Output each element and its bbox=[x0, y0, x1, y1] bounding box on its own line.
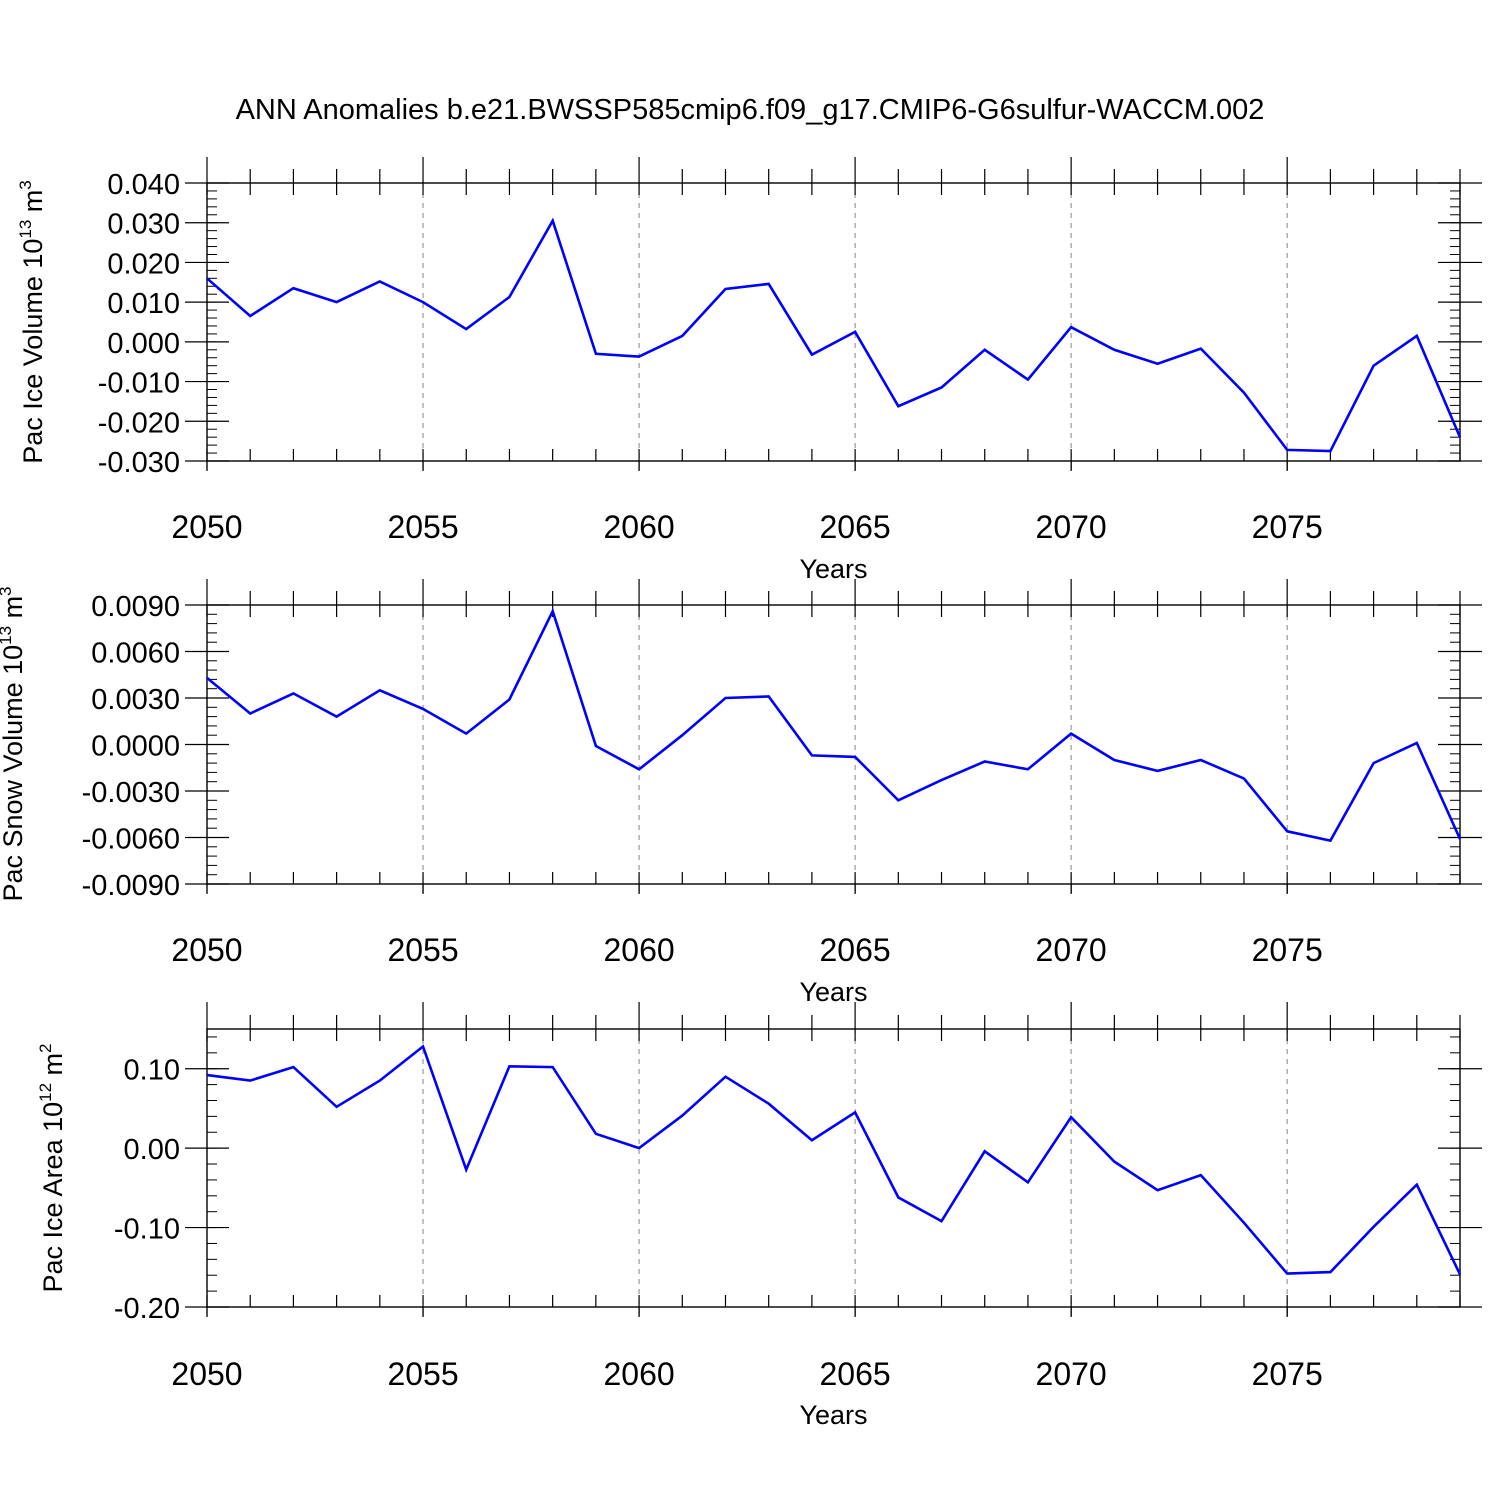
series-line bbox=[206, 1044, 1462, 1275]
y-axis-title-unit-exponent: 2 bbox=[36, 1043, 55, 1052]
plot-frame bbox=[206, 182, 1461, 462]
y-tick-label: 0.0060 bbox=[91, 638, 180, 670]
y-tick-label: 0.000 bbox=[107, 328, 180, 360]
y-tick-label: -0.0060 bbox=[82, 824, 180, 856]
y-tick-label: -0.0090 bbox=[82, 870, 180, 902]
y-axis-title-exponent: 13 bbox=[0, 626, 15, 645]
x-tick-label: 2070 bbox=[1036, 932, 1107, 968]
x-tick-label: 2075 bbox=[1252, 932, 1323, 968]
y-axis-title-text: Pac Ice Volume 10 bbox=[18, 239, 48, 464]
y-tick-label: 0.010 bbox=[107, 288, 180, 320]
y-axis-title: Pac Ice Volume 1013 m3 bbox=[16, 180, 48, 464]
x-tick-label: 2055 bbox=[387, 509, 458, 545]
panel-ice-area: 0.10 0.00 -0.10 -0.20 2050 2055 2060 2065 2070 20… bbox=[36, 1002, 1482, 1430]
panel-ice-volume: 0.040 0.030 0.020 0.010 0.000 -0.010 -0.020 -0.… bbox=[16, 157, 1482, 584]
x-tick-label: 2065 bbox=[820, 1356, 891, 1392]
y-axis-title-unit: m bbox=[38, 1053, 68, 1083]
x-tick-label: 2065 bbox=[820, 932, 891, 968]
x-tick-label: 2050 bbox=[171, 932, 242, 968]
y-axis-title: Pac Snow Volume 1013 m3 bbox=[0, 586, 28, 901]
x-tick-label: 2050 bbox=[171, 509, 242, 545]
y-axis-title-exponent: 12 bbox=[36, 1083, 55, 1102]
figure-title: ANN Anomalies b.e21.BWSSP585cmip6.f09_g1… bbox=[236, 94, 1265, 126]
x-tick-label: 2070 bbox=[1036, 1356, 1107, 1392]
y-tick-label: 0.030 bbox=[107, 209, 180, 241]
x-axis-title: Years bbox=[799, 554, 867, 584]
series-line bbox=[206, 607, 1462, 843]
y-tick-label: -0.030 bbox=[98, 447, 180, 479]
x-tick-label: 2075 bbox=[1252, 1356, 1323, 1392]
y-axis-title-exponent: 13 bbox=[16, 220, 35, 239]
x-axis-title: Years bbox=[799, 977, 867, 1007]
plot-frame bbox=[206, 1028, 1461, 1308]
y-tick-label: 0.0000 bbox=[91, 731, 180, 763]
y-axis-title-text: Pac Snow Volume 10 bbox=[0, 645, 28, 902]
x-tick-label: 2070 bbox=[1036, 509, 1107, 545]
y-tick-label: 0.00 bbox=[124, 1134, 180, 1166]
y-tick-label: -0.20 bbox=[114, 1293, 180, 1325]
x-tick-label: 2060 bbox=[603, 509, 674, 545]
x-tick-label: 2065 bbox=[820, 509, 891, 545]
x-tick-label: 2050 bbox=[171, 1356, 242, 1392]
y-tick-label: 0.040 bbox=[107, 169, 180, 201]
x-tick-label: 2060 bbox=[603, 1356, 674, 1392]
x-tick-label: 2055 bbox=[387, 932, 458, 968]
y-tick-label: 0.020 bbox=[107, 248, 180, 280]
y-axis-title-unit-exponent: 3 bbox=[0, 586, 15, 595]
y-tick-label: -0.020 bbox=[98, 407, 180, 439]
y-axis-title-unit: m bbox=[18, 190, 48, 220]
plot-frame bbox=[206, 604, 1461, 885]
series-line bbox=[206, 217, 1462, 453]
x-tick-label: 2055 bbox=[387, 1356, 458, 1392]
x-tick-label: 2075 bbox=[1252, 509, 1323, 545]
y-axis-title-text: Pac Ice Area 10 bbox=[38, 1102, 68, 1293]
y-tick-label: 0.10 bbox=[124, 1055, 180, 1087]
panel-snow-volume: 0.0090 0.0060 0.0030 0.0000 -0.0030 -0.0060 -0… bbox=[0, 579, 1482, 1007]
y-tick-label: -0.010 bbox=[98, 368, 180, 400]
y-tick-label: 0.0030 bbox=[91, 684, 180, 716]
y-axis-title-unit: m bbox=[0, 596, 28, 626]
x-axis-title: Years bbox=[799, 1400, 867, 1430]
y-axis-title: Pac Ice Area 1012 m2 bbox=[36, 1043, 68, 1292]
x-tick-label: 2060 bbox=[603, 932, 674, 968]
y-axis-title-unit-exponent: 3 bbox=[16, 180, 35, 189]
y-tick-label: -0.0030 bbox=[82, 777, 180, 809]
y-tick-label: -0.10 bbox=[114, 1214, 180, 1246]
y-tick-label: 0.0090 bbox=[91, 591, 180, 623]
